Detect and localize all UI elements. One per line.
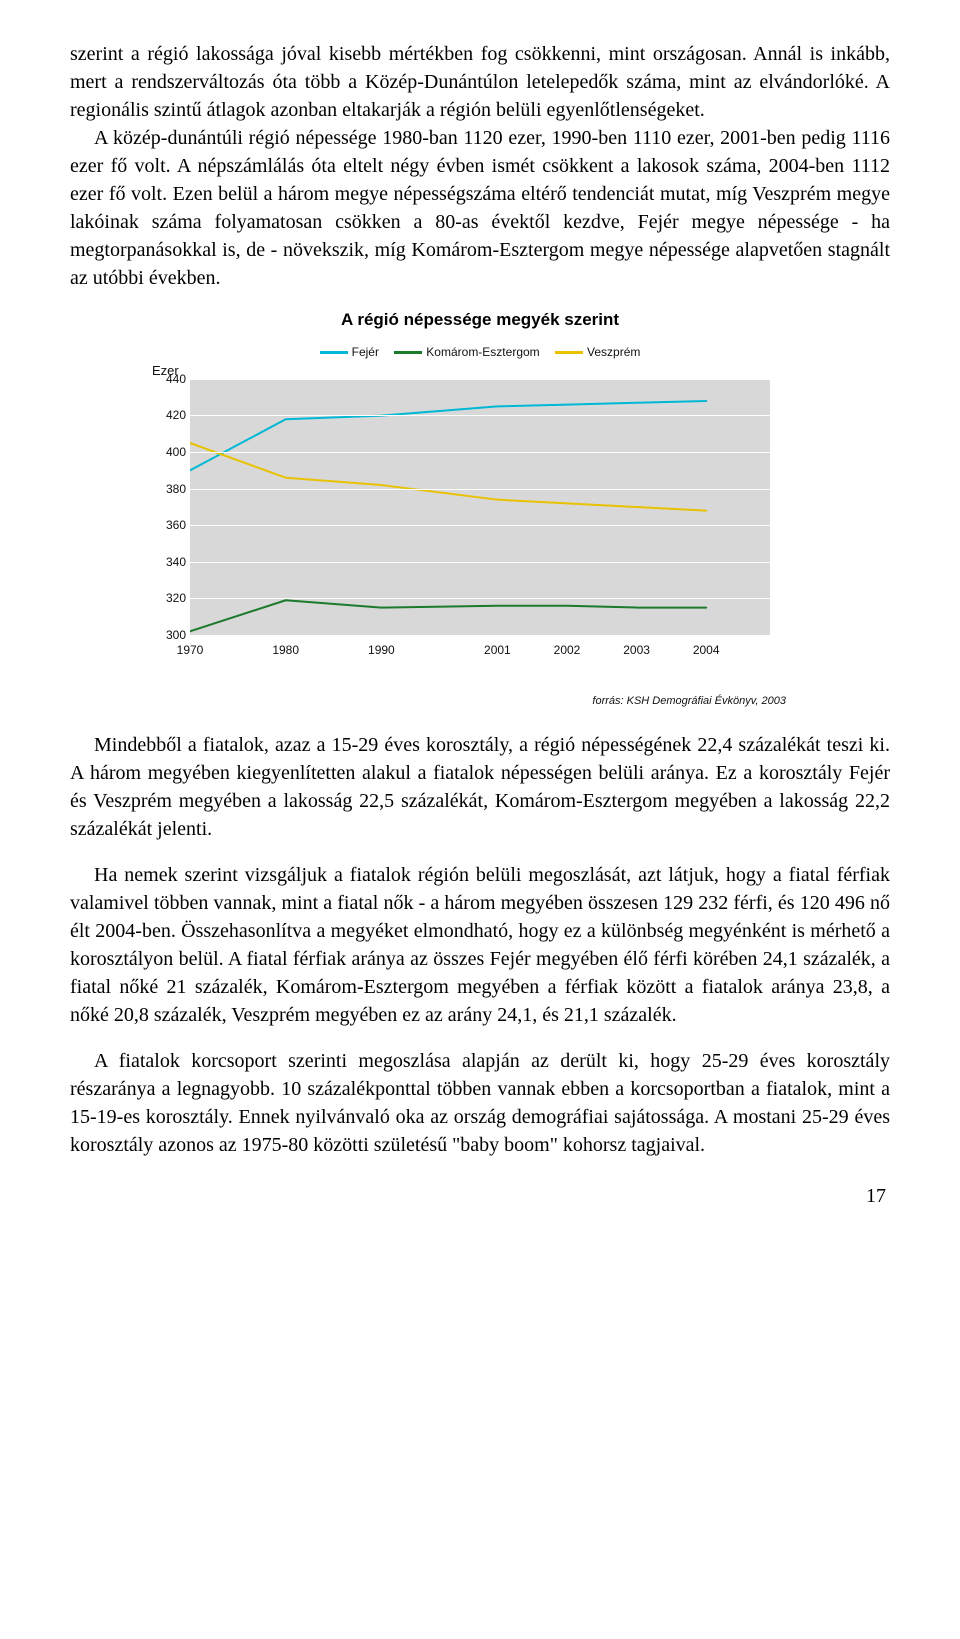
paragraph-5: A fiatalok korcsoport szerinti megoszlás… (70, 1047, 890, 1159)
paragraph-1: szerint a régió lakossága jóval kisebb m… (70, 40, 890, 292)
chart-gridline (190, 489, 770, 490)
chart-gridline (190, 635, 770, 636)
x-tick-label: 2004 (693, 643, 720, 657)
chart-gridline (190, 452, 770, 453)
legend-item-fejer: Fejér (320, 345, 379, 359)
y-tick-label: 380 (144, 482, 186, 496)
paragraph-2-text: A közép-dunántúli régió népessége 1980-b… (70, 124, 890, 292)
y-tick-label: 320 (144, 591, 186, 605)
y-tick-label: 360 (144, 518, 186, 532)
chart-gridline (190, 415, 770, 416)
chart-container: A régió népessége megyék szerint Fejér K… (140, 310, 820, 707)
paragraph-4: Ha nemek szerint vizsgáljuk a fiatalok r… (70, 861, 890, 1029)
chart-source: forrás: KSH Demográfiai Évkönyv, 2003 (140, 695, 786, 707)
chart-gridline (190, 379, 770, 380)
y-tick-label: 440 (144, 372, 186, 386)
x-tick-label: 1990 (368, 643, 395, 657)
page-number: 17 (70, 1185, 890, 1208)
legend-item-komarom: Komárom-Esztergom (394, 345, 539, 359)
y-tick-label: 420 (144, 408, 186, 422)
chart-plot-area (190, 379, 770, 635)
legend-swatch-veszprem (555, 351, 583, 354)
x-tick-label: 1980 (272, 643, 299, 657)
page: szerint a régió lakossága jóval kisebb m… (0, 0, 960, 1238)
chart-box: Ezer 30032034036038040042044019701980199… (140, 367, 820, 687)
chart-gridline (190, 525, 770, 526)
legend-item-veszprem: Veszprém (555, 345, 640, 359)
chart-gridline (190, 562, 770, 563)
chart-gridline (190, 598, 770, 599)
chart-series-line (190, 401, 706, 470)
paragraph-1-text: szerint a régió lakossága jóval kisebb m… (70, 43, 890, 121)
chart-series-line (190, 443, 706, 511)
y-tick-label: 340 (144, 555, 186, 569)
legend-label-veszprem: Veszprém (587, 345, 640, 359)
y-tick-label: 400 (144, 445, 186, 459)
legend-swatch-komarom (394, 351, 422, 354)
legend-swatch-fejer (320, 351, 348, 354)
chart-lines-svg (190, 379, 770, 635)
y-tick-label: 300 (144, 628, 186, 642)
paragraph-3: Mindebből a fiatalok, azaz a 15-29 éves … (70, 731, 890, 843)
chart-series-line (190, 600, 706, 631)
legend-label-fejer: Fejér (352, 345, 379, 359)
x-tick-label: 2003 (623, 643, 650, 657)
chart-title: A régió népessége megyék szerint (140, 310, 820, 330)
x-tick-label: 2002 (554, 643, 581, 657)
legend-label-komarom: Komárom-Esztergom (426, 345, 539, 359)
x-tick-label: 2001 (484, 643, 511, 657)
x-tick-label: 1970 (177, 643, 204, 657)
chart-legend: Fejér Komárom-Esztergom Veszprém (140, 344, 820, 359)
